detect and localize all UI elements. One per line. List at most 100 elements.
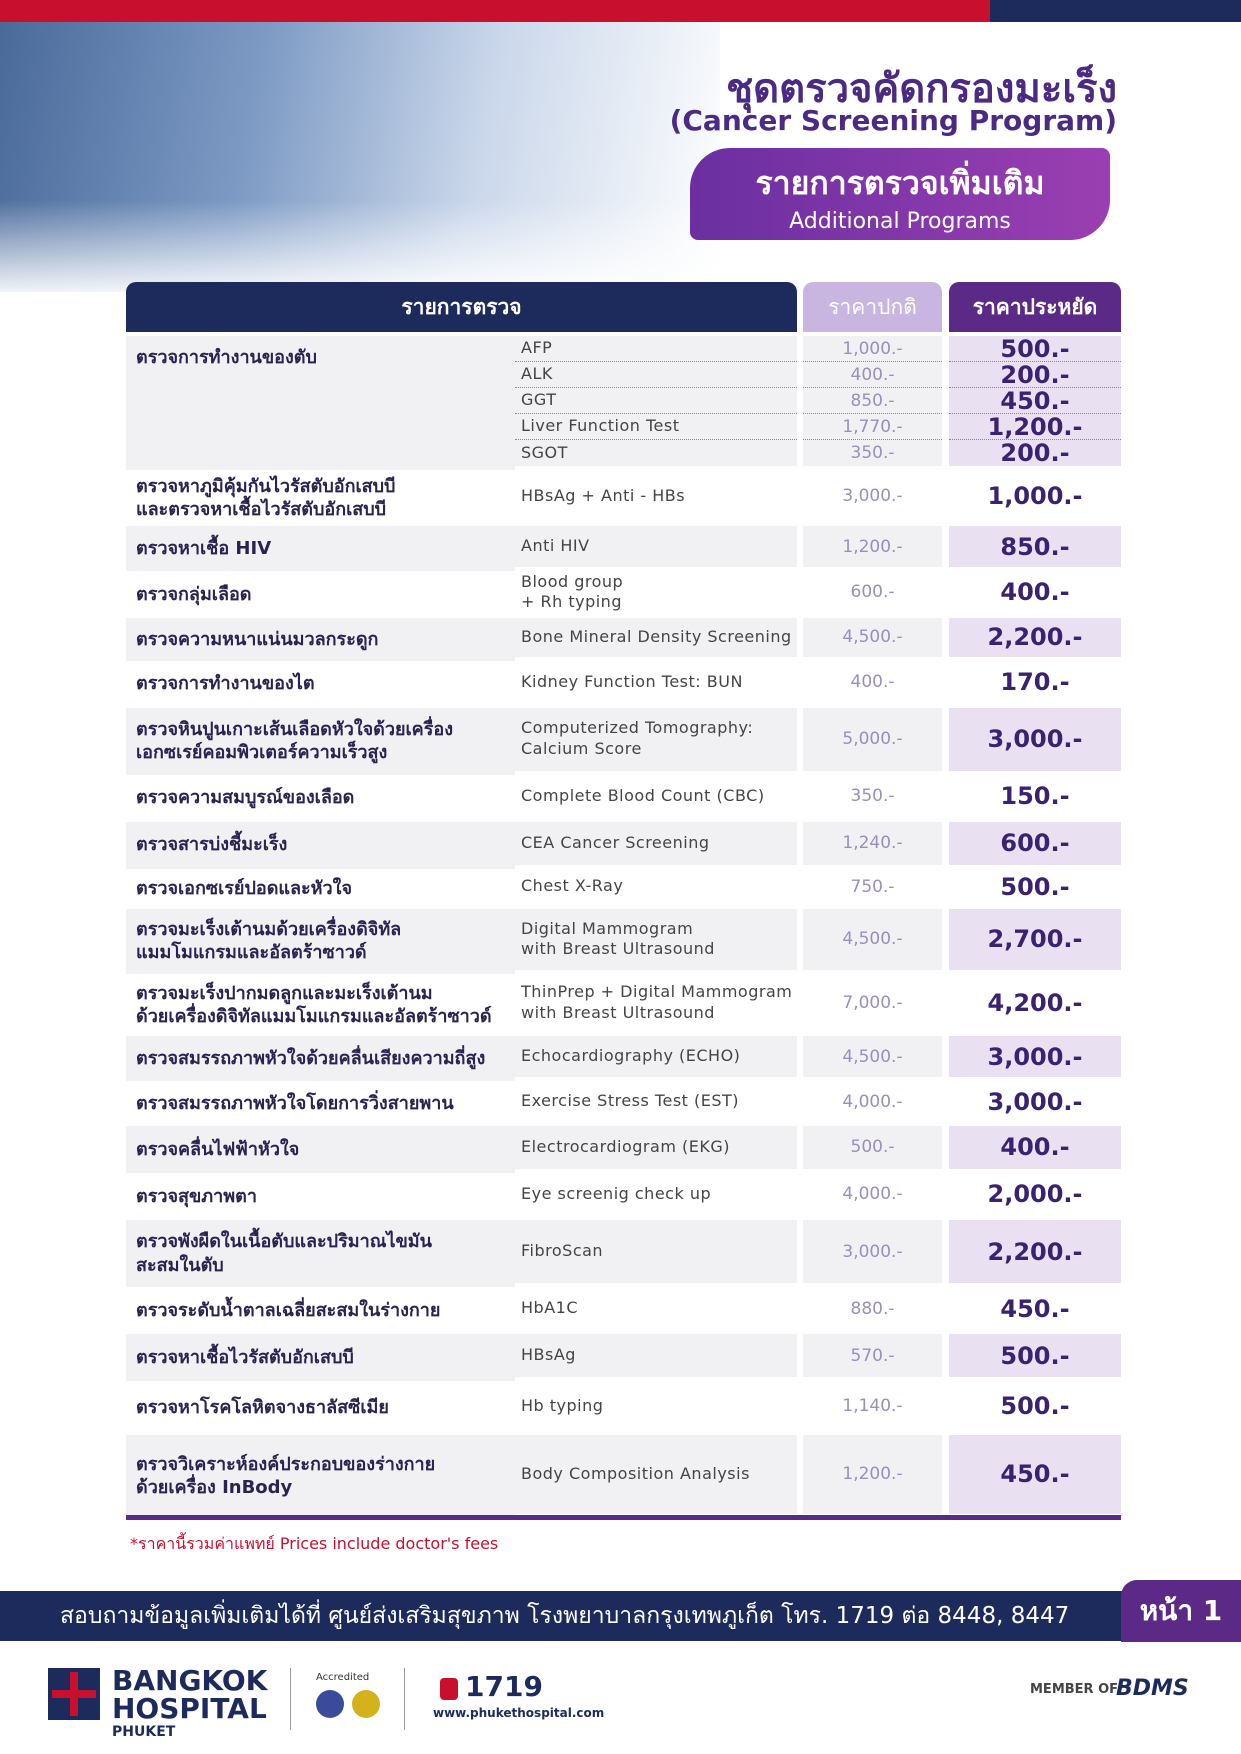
normal-price: 4,500.- — [803, 908, 942, 970]
special-price: 450.- — [949, 1287, 1121, 1331]
logo-text: BANGKOK — [112, 1664, 268, 1697]
normal-price: 1,140.- — [803, 1381, 942, 1431]
normal-price: 1,770.- — [803, 414, 942, 441]
row-name: ตรวจสมรรถภาพหัวใจโดยการวิ่งสายพาน — [126, 1081, 515, 1126]
row-name: ตรวจหาโรคโลหิตจางธาลัสซีเมีย — [126, 1381, 515, 1435]
special-price: 200.- — [949, 439, 1121, 467]
test-name: ALK — [515, 362, 797, 389]
test-name: Digital Mammogram with Breast Ultrasound — [515, 908, 797, 970]
normal-price: 1,240.- — [803, 821, 942, 865]
special-price: 1,200.- — [949, 413, 1121, 441]
logo-cross — [52, 1690, 96, 1698]
special-price: 2,200.- — [949, 617, 1121, 657]
normal-price: 1,200.- — [803, 1434, 942, 1514]
phone: 1719 — [465, 1670, 543, 1703]
test-name: AFP — [515, 336, 797, 363]
badge-subtitle: Additional Programs — [789, 209, 1011, 234]
test-name: Hb typing — [515, 1381, 797, 1431]
row-name: ตรวจกลุ่มเลือด — [126, 570, 515, 618]
normal-price: 4,000.- — [803, 1081, 942, 1122]
row-name: ตรวจมะเร็งเต้านมด้วยเครื่องดิจิทัล แมมโม… — [126, 908, 515, 974]
row-name: ตรวจหาภูมิคุ้มกันไวรัสตับอักเสบบี และตรว… — [126, 470, 515, 527]
badge-title: รายการตรวจเพิ่มเติม — [755, 164, 1045, 202]
normal-price: 350.- — [803, 774, 942, 818]
row-name: ตรวจความหนาแน่นมวลกระดูก — [126, 617, 515, 661]
note: *ราคานี้รวมค่าแพทย์ Prices include docto… — [130, 1534, 499, 1553]
normal-price: 400.- — [803, 660, 942, 704]
separator — [290, 1668, 291, 1730]
normal-price: 1,000.- — [803, 336, 942, 363]
test-name: Chest X-Ray — [515, 868, 797, 905]
test-name: Eye screenig check up — [515, 1173, 797, 1216]
row-name: ตรวจระดับน้ำตาลเฉลี่ยสะสมในร่างกาย — [126, 1287, 515, 1335]
column-header: ราคาปกติ — [803, 282, 942, 332]
row-name: ตรวจสุขภาพตา — [126, 1173, 515, 1220]
separator — [404, 1668, 405, 1730]
normal-price: 1,200.- — [803, 526, 942, 567]
row-name: ตรวจหาเชื้อ HIV — [126, 526, 515, 571]
seal — [316, 1690, 344, 1718]
special-price: 450.- — [949, 387, 1121, 415]
test-name: Complete Blood Count (CBC) — [515, 774, 797, 818]
normal-price: 4,500.- — [803, 617, 942, 657]
special-price: 200.- — [949, 361, 1121, 389]
test-name: Liver Function Test — [515, 414, 797, 441]
row-name: ตรวจหินปูนเกาะเส้นเลือดหัวใจด้วยเครื่อง … — [126, 707, 515, 775]
special-price: 400.- — [949, 570, 1121, 614]
row-name: ตรวจสารบ่งชี้มะเร็ง — [126, 821, 515, 869]
test-name: Exercise Stress Test (EST) — [515, 1081, 797, 1122]
normal-price: 7,000.- — [803, 973, 942, 1033]
special-price: 1,000.- — [949, 470, 1121, 523]
normal-price: 600.- — [803, 570, 942, 614]
website: www.phukethospital.com — [433, 1706, 605, 1720]
test-name: ThinPrep + Digital Mammogram with Breast… — [515, 973, 797, 1033]
special-price: 400.- — [949, 1126, 1121, 1169]
phone-icon — [440, 1678, 458, 1700]
row-name: ตรวจหาเชื้อไวรัสตับอักเสบบี — [126, 1334, 515, 1382]
contact-bar: สอบถามข้อมูลเพิ่มเติมได้ที่ ศูนย์ส่งเสริ… — [0, 1591, 1130, 1641]
column-header: ราคาประหยัด — [949, 282, 1121, 332]
rule — [126, 1515, 1121, 1520]
test-name: GGT — [515, 388, 797, 415]
row-name: ตรวจพังผืดในเนื้อตับและปริมาณไขมัน สะสมใ… — [126, 1220, 515, 1288]
page-number: หน้า 1 — [1121, 1580, 1241, 1642]
logo-text: PHUKET — [112, 1724, 176, 1740]
column-header: รายการตรวจ — [126, 282, 797, 332]
normal-price: 4,000.- — [803, 1173, 942, 1216]
special-price: 500.- — [949, 1334, 1121, 1378]
test-name: FibroScan — [515, 1220, 797, 1284]
row-name: ตรวจมะเร็งปากมดลูกและมะเร็งเต้านม ด้วยเค… — [126, 973, 515, 1037]
special-price: 2,000.- — [949, 1173, 1121, 1216]
special-price: 850.- — [949, 526, 1121, 567]
test-name: HbA1C — [515, 1287, 797, 1331]
special-price: 3,000.- — [949, 707, 1121, 771]
test-name: Echocardiography (ECHO) — [515, 1036, 797, 1078]
test-name: Body Composition Analysis — [515, 1434, 797, 1514]
special-price: 170.- — [949, 660, 1121, 704]
special-price: 2,700.- — [949, 908, 1121, 970]
row-name: ตรวจความสมบูรณ์ของเลือด — [126, 774, 515, 822]
member-label: MEMBER OF — [1030, 1682, 1119, 1697]
row-name: ตรวจวิเคราะห์องค์ประกอบของร่างกาย ด้วยเค… — [126, 1434, 515, 1518]
test-name: Kidney Function Test: BUN — [515, 660, 797, 704]
test-name: CEA Cancer Screening — [515, 821, 797, 865]
test-name: HBsAg + Anti - HBs — [515, 470, 797, 523]
special-price: 500.- — [949, 335, 1121, 363]
special-price: 500.- — [949, 1381, 1121, 1431]
test-name: SGOT — [515, 440, 797, 467]
group-logo: BDMS — [1116, 1676, 1189, 1701]
special-price: 3,000.- — [949, 1081, 1121, 1122]
badge: รายการตรวจเพิ่มเติม Additional Programs — [690, 148, 1110, 240]
seal — [352, 1690, 380, 1718]
row-name: ตรวจการทำงานของไต — [126, 660, 515, 708]
normal-price: 500.- — [803, 1126, 942, 1169]
special-price: 3,000.- — [949, 1036, 1121, 1078]
subtitle: (Cancer Screening Program) — [669, 104, 1117, 137]
row-name: ตรวจคลื่นไฟฟ้าหัวใจ — [126, 1126, 515, 1173]
test-name: Electrocardiogram (EKG) — [515, 1126, 797, 1169]
special-price: 2,200.- — [949, 1220, 1121, 1284]
special-price: 450.- — [949, 1434, 1121, 1514]
title: ชุดตรวจคัดกรองมะเร็ง — [725, 66, 1117, 112]
test-name: HBsAg — [515, 1334, 797, 1378]
normal-price: 570.- — [803, 1334, 942, 1378]
